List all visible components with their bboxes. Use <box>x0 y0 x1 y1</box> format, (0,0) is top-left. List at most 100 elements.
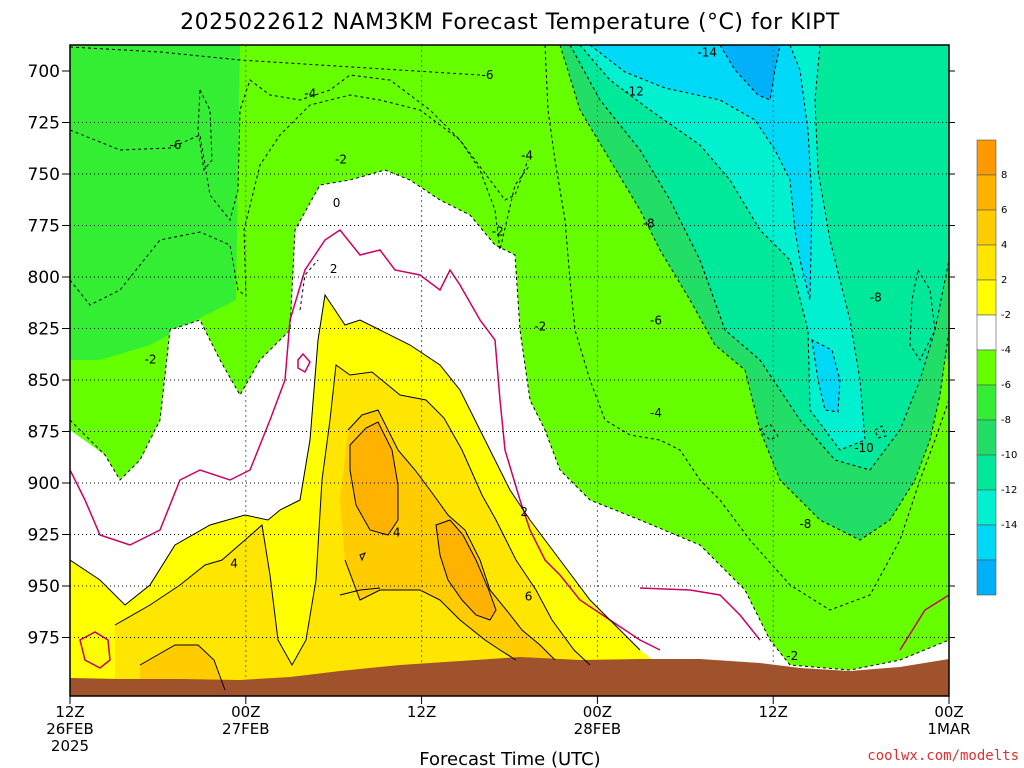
chart-title: 2025022612 NAM3KM Forecast Temperature (… <box>180 10 840 35</box>
y-tick-label: 725 <box>28 114 60 134</box>
colorbar-tick-label: 6 <box>1001 205 1007 216</box>
contour-minus10-loop <box>759 423 779 441</box>
fill-band-minus14-pocket <box>812 340 840 412</box>
contour-0 <box>70 228 661 651</box>
colorbar-bin <box>976 559 997 596</box>
contour-minus10-loop-east <box>874 425 887 439</box>
contour-label: -4 <box>521 148 533 162</box>
contour-minus12 <box>589 45 813 301</box>
contour-0-small <box>297 352 311 374</box>
contour-label: -8 <box>870 291 882 305</box>
y-tick-label: 950 <box>28 577 60 597</box>
colorbar-bin <box>976 349 997 386</box>
contour-minus6 <box>70 74 531 251</box>
contour-lines-zero <box>70 228 949 669</box>
x-tick-label: 27FEB <box>222 720 269 738</box>
contour-minus6-east <box>909 268 936 361</box>
plot-area <box>70 45 949 696</box>
y-tick-label: 825 <box>28 320 60 340</box>
contour-0-east <box>639 587 761 641</box>
contour-label: -6 <box>482 68 494 82</box>
x-tick-label: 00Z <box>934 703 963 721</box>
contour-label: 2 <box>330 262 338 276</box>
y-tick-label: 850 <box>28 371 60 391</box>
y-tick-label: 900 <box>28 474 60 494</box>
contour-2 <box>70 293 641 651</box>
contour-label: 4 <box>230 556 238 570</box>
contour-label: -4 <box>304 87 316 101</box>
contour-label: 6 <box>525 589 533 603</box>
colorbar-bin <box>976 384 997 421</box>
contour-label: -2 <box>534 319 546 333</box>
y-tick-label: 700 <box>28 62 60 82</box>
x-tick-label: 12Z <box>759 703 788 721</box>
colorbar-tick-label: -2 <box>1001 310 1011 321</box>
colorbar-bin <box>976 489 997 526</box>
colorbar-bin <box>976 524 997 561</box>
y-tick-label: 775 <box>28 217 60 237</box>
colorbar-tick-label: -14 <box>1001 520 1017 531</box>
colorbar-tick-label: -12 <box>1001 485 1017 496</box>
y-tick-label: 975 <box>28 629 60 649</box>
contour-label: -8 <box>643 216 655 230</box>
contour-minus2 <box>70 169 949 671</box>
contour-minus6-loop <box>197 88 213 172</box>
contour-minus12-pocket <box>811 339 841 413</box>
fill-band-6 <box>140 410 555 690</box>
colorbar-bin <box>976 419 997 456</box>
x-tick-label: 2025 <box>51 737 89 755</box>
colorbar-bin <box>976 314 997 351</box>
contour-minus8-top <box>70 46 481 76</box>
x-tick-label: 00Z <box>583 703 612 721</box>
colorbar-tick-label: -6 <box>1001 380 1011 391</box>
colorbar-tick-label: 2 <box>1001 275 1007 286</box>
contour-8-loop-2 <box>435 519 497 621</box>
contour-minus4-lower <box>544 45 949 611</box>
y-tick-label: 925 <box>28 526 60 546</box>
contour-label: 2 <box>520 505 528 519</box>
colorbar-tick-label: 4 <box>1001 240 1007 251</box>
contour-label: 0 <box>333 196 341 210</box>
colorbar-bin <box>976 279 997 316</box>
contour-label: -2 <box>145 352 157 366</box>
colorbar-tick-label: -10 <box>1001 450 1017 461</box>
contour-minus10 <box>579 45 866 451</box>
credit-text: coolwx.com/modelts <box>867 748 1019 764</box>
contour-label: -14 <box>697 45 717 59</box>
x-axis-label: Forecast Time (UTC) <box>419 749 600 768</box>
colorbar-bin <box>976 454 997 491</box>
contour-label: -4 <box>650 406 662 420</box>
x-tick-label: 26FEB <box>46 720 93 738</box>
contour-6-east <box>347 409 556 661</box>
colorbar: 8 6 4 2 -2 -4 -6 -8 -10 -12 -14 <box>976 139 1017 596</box>
fill-band-8 <box>350 422 496 620</box>
contour-6-lower <box>344 559 517 661</box>
colorbar-tick-label: -4 <box>1001 345 1011 356</box>
contour-6-west <box>139 644 226 691</box>
contour-minus14 <box>719 45 781 101</box>
colorbar-bin <box>976 209 997 246</box>
contour-label: -2 <box>492 225 504 239</box>
contour-lines-dashed <box>70 45 949 671</box>
contour-label: -8 <box>799 517 811 531</box>
x-tick-label: 28FEB <box>574 720 621 738</box>
colorbar-bin <box>976 139 997 176</box>
contour-6-speck <box>359 552 366 562</box>
y-tick-label: 800 <box>28 268 60 288</box>
x-tick-label: 12Z <box>55 703 84 721</box>
y-axis: 700 725 750 775 800 825 850 875 900 925 950 975 <box>28 62 955 649</box>
y-tick-label: 875 <box>28 423 60 443</box>
contour-label: 4 <box>393 525 401 539</box>
contour-0-loop <box>79 631 111 669</box>
ground <box>70 657 949 696</box>
colorbar-bin <box>976 174 997 211</box>
x-tick-label: 00Z <box>231 703 260 721</box>
plot-frame <box>69 44 950 697</box>
contour-label: -12 <box>624 85 644 99</box>
contour-4 <box>114 364 591 667</box>
contour-8-loop <box>349 421 399 536</box>
contour-labels: -14 -6 -4 -12 -6 -2 -4 0 -8 -2 2 -8 -6 -2 -2 -4 -10 2 -8 4 4… <box>145 45 882 663</box>
contour-6-dip <box>339 587 381 596</box>
